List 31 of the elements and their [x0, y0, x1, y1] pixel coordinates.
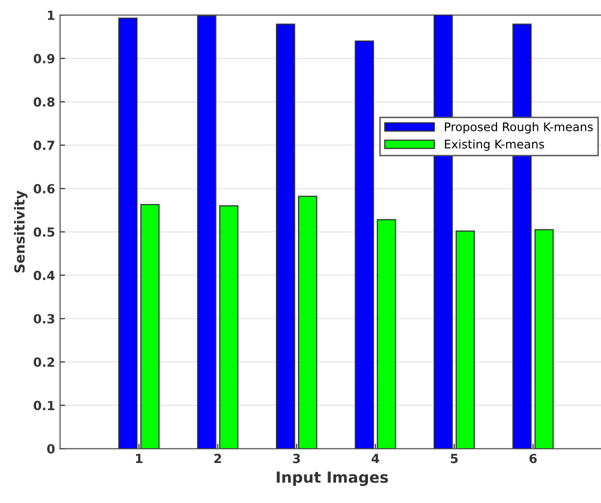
y-tick-label: 1 [48, 10, 54, 20]
bar [298, 196, 318, 449]
y-tick-label: 0.2 [34, 357, 54, 367]
bar [276, 24, 296, 449]
x-tick-label: 2 [214, 454, 222, 464]
y-tick-label: 0.9 [34, 54, 54, 64]
bar [376, 219, 396, 449]
y-tick-label: 0.6 [34, 184, 55, 194]
x-axis-title: Input Images [276, 472, 388, 486]
x-tick-label: 5 [450, 454, 458, 464]
y-tick-label: 0.5 [34, 227, 54, 237]
y-tick-label: 0.8 [34, 97, 54, 107]
y-tick-label: 0.4 [34, 270, 55, 280]
bar [219, 205, 238, 449]
x-tick-label: 3 [293, 454, 300, 464]
y-tick-label: 0 [47, 444, 55, 454]
legend-label: Proposed Rough K-means [444, 122, 593, 134]
x-tick-label: 4 [372, 454, 380, 464]
x-tick-label: 6 [529, 454, 537, 464]
bar [354, 40, 374, 449]
bar [140, 204, 160, 449]
x-tick-label: 1 [136, 454, 142, 464]
bar [118, 18, 138, 449]
y-tick-label: 0.1 [34, 400, 54, 410]
y-tick-label: 0.3 [34, 314, 54, 324]
bar [197, 15, 216, 449]
y-axis-title: Sensitivity [14, 190, 28, 273]
bar [456, 230, 475, 449]
y-tick-label: 0.7 [34, 140, 54, 150]
bar [534, 229, 554, 449]
legend-label: Existing K-means [444, 139, 544, 151]
